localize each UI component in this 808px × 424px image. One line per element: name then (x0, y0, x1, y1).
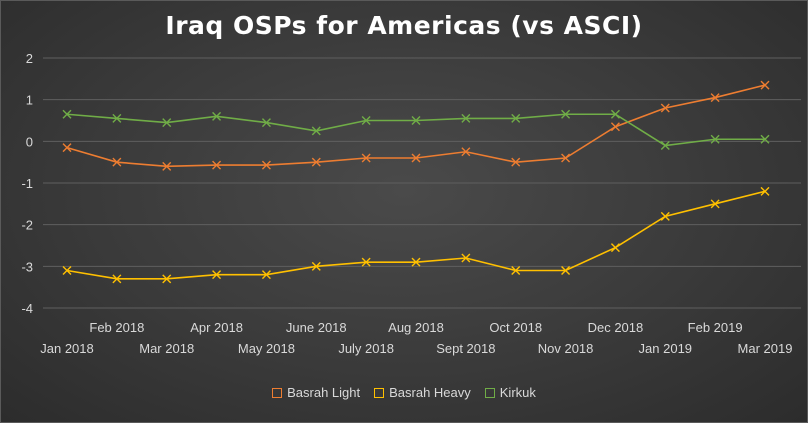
legend-item: Kirkuk (484, 385, 536, 400)
data-point (162, 274, 172, 284)
data-point (162, 118, 172, 128)
data-point (162, 161, 172, 171)
data-point (411, 153, 421, 163)
data-point (710, 93, 720, 103)
data-point (511, 157, 521, 167)
data-point (561, 109, 571, 119)
x-tick-label: Mar 2018 (139, 341, 194, 356)
data-point (710, 199, 720, 209)
legend-label: Basrah Light (287, 385, 361, 400)
data-point (710, 134, 720, 144)
data-point (112, 113, 122, 123)
series-line (66, 84, 766, 168)
data-point (311, 157, 321, 167)
x-tick-label: May 2018 (238, 341, 295, 356)
x-tick-label: Mar 2019 (738, 341, 793, 356)
data-point (112, 274, 122, 284)
data-point (261, 118, 271, 128)
data-point (561, 266, 571, 275)
data-point (511, 113, 521, 123)
y-tick-label: 2 (26, 51, 33, 66)
x-tick-label: Dec 2018 (588, 320, 644, 335)
data-point (62, 266, 72, 275)
data-point (112, 157, 122, 167)
x-tick-label: Feb 2019 (688, 320, 743, 335)
chart-title: Iraq OSPs for Americas (vs ASCI) (165, 11, 643, 40)
legend-swatch (484, 387, 495, 398)
legend-item: Basrah Light (272, 385, 360, 400)
x-tick-label: Aug 2018 (388, 320, 444, 335)
chart-legend: Basrah Light Basrah Heavy Kirkuk (1, 385, 807, 400)
data-point (62, 109, 72, 119)
data-point (361, 257, 371, 267)
data-point (361, 153, 371, 163)
x-tick-label: Nov 2018 (538, 341, 594, 356)
y-tick-label: 0 (26, 134, 33, 149)
data-point (461, 113, 471, 123)
data-point (212, 160, 222, 170)
data-point (311, 126, 321, 136)
series-line (66, 190, 766, 280)
y-tick-label: -2 (21, 218, 33, 233)
x-tick-label: Oct 2018 (489, 320, 542, 335)
series-line (66, 113, 765, 147)
data-point (561, 153, 571, 163)
x-tick-label: Feb 2018 (89, 320, 144, 335)
x-tick-label: July 2018 (338, 341, 394, 356)
y-tick-label: -4 (21, 301, 33, 316)
data-point (62, 143, 72, 153)
data-point (610, 122, 620, 132)
y-tick-label: -1 (21, 176, 33, 191)
x-tick-label: Sept 2018 (436, 341, 495, 356)
legend-item: Basrah Heavy (374, 385, 471, 400)
data-point (760, 80, 770, 90)
data-point (261, 270, 271, 280)
data-point (311, 261, 321, 271)
data-point (461, 147, 471, 157)
legend-label: Kirkuk (499, 385, 536, 400)
x-tick-label: June 2018 (286, 320, 347, 335)
x-tick-label: Jan 2018 (40, 341, 94, 356)
data-point (610, 109, 620, 119)
legend-swatch (272, 387, 283, 398)
x-tick-label: Apr 2018 (190, 320, 243, 335)
data-point (760, 186, 770, 196)
data-point (461, 253, 471, 263)
data-point (212, 270, 222, 280)
legend-swatch (374, 387, 385, 398)
data-point (361, 116, 371, 125)
data-point (760, 134, 770, 144)
x-tick-label: Jan 2019 (639, 341, 693, 356)
y-tick-label: 1 (26, 93, 33, 108)
data-point (411, 116, 421, 125)
data-point (212, 111, 222, 121)
legend-label: Basrah Heavy (389, 385, 471, 400)
data-point (660, 103, 670, 113)
data-point (660, 141, 670, 150)
data-point (411, 257, 421, 267)
data-point (261, 160, 271, 170)
y-tick-label: -3 (21, 259, 33, 274)
data-point (660, 211, 670, 221)
data-point (511, 266, 521, 275)
data-point (610, 243, 620, 253)
